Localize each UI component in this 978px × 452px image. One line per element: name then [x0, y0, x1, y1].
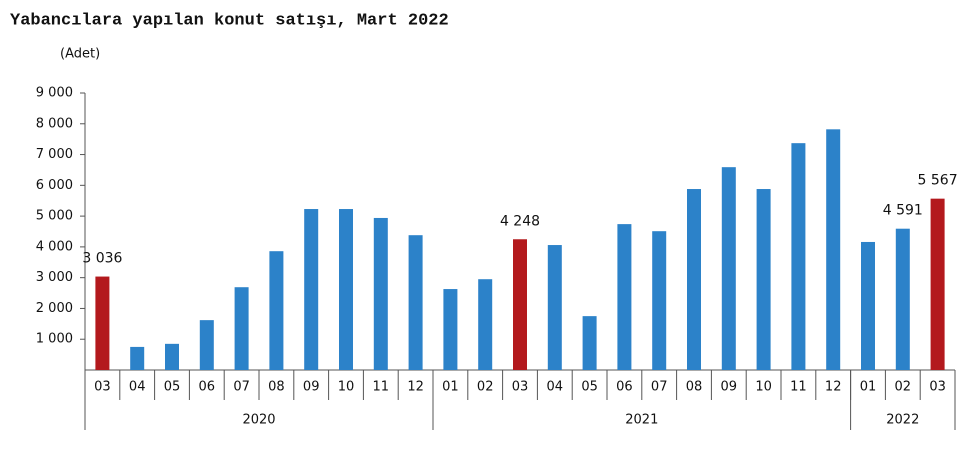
x-tick-label: 03: [929, 380, 946, 395]
x-tick-label: 08: [268, 380, 285, 395]
x-tick-label: 12: [407, 380, 424, 395]
x-tick-label: 10: [338, 380, 355, 395]
x-tick-label: 05: [164, 380, 181, 395]
x-tick-label: 12: [825, 380, 842, 395]
x-tick-label: 07: [651, 380, 668, 395]
bar: [304, 209, 319, 370]
bar: [791, 143, 806, 370]
bar: [339, 209, 353, 370]
x-tick-label: 03: [512, 380, 529, 395]
bar: [165, 343, 179, 370]
group-label: 2022: [886, 413, 919, 428]
group-label: 2020: [242, 413, 275, 428]
x-tick-label: 08: [686, 380, 703, 395]
value-label: 4 248: [500, 213, 540, 229]
bar: [861, 241, 875, 370]
value-label: 4 591: [883, 203, 923, 219]
bar: [895, 228, 910, 370]
x-tick-label: 01: [860, 380, 877, 395]
x-tick-label: 06: [616, 380, 633, 395]
x-tick-label: 11: [790, 380, 807, 395]
y-axis-label: (Adet): [60, 47, 100, 62]
y-tick-label: 4 000: [36, 239, 73, 254]
y-tick-label: 7 000: [36, 147, 73, 162]
x-tick-label: 02: [477, 380, 494, 395]
bar: [130, 346, 145, 370]
bar: [373, 217, 388, 370]
bar: [652, 231, 667, 370]
x-tick-label: 10: [755, 380, 772, 395]
chart-title: Yabancılara yapılan konut satışı, Mart 2…: [10, 11, 449, 30]
bar: [547, 245, 562, 370]
x-tick-label: 09: [721, 380, 738, 395]
bar: [721, 167, 736, 370]
y-tick-label: 2 000: [36, 301, 73, 316]
x-tick-label: 05: [581, 380, 598, 395]
x-tick-label: 02: [895, 380, 912, 395]
bar: [617, 224, 632, 370]
x-tick-label: 04: [129, 380, 146, 395]
y-tick-label: 3 000: [36, 270, 73, 285]
x-tick-label: 03: [94, 380, 111, 395]
bar: [95, 276, 110, 370]
value-label: 3 036: [82, 251, 122, 267]
x-tick-label: 01: [442, 380, 459, 395]
x-tick-label: 09: [303, 380, 320, 395]
bar: [687, 189, 701, 370]
bar: [234, 287, 249, 370]
bar: [269, 251, 284, 370]
value-label: 5 567: [918, 173, 958, 189]
bar: [826, 129, 841, 370]
y-tick-label: 5 000: [36, 209, 73, 224]
bar: [513, 239, 527, 370]
bar: [443, 289, 458, 370]
bar: [756, 189, 771, 370]
x-tick-label: 04: [547, 380, 564, 395]
bar: [478, 279, 493, 370]
y-tick-label: 9 000: [36, 86, 73, 101]
x-tick-label: 11: [373, 380, 390, 395]
bar: [930, 198, 945, 370]
x-tick-label: 07: [233, 380, 250, 395]
bar: [408, 235, 423, 370]
bar: [199, 320, 214, 370]
y-tick-label: 6 000: [36, 178, 73, 193]
y-tick-label: 8 000: [36, 116, 73, 131]
group-label: 2021: [625, 413, 658, 428]
bar: [582, 316, 597, 370]
y-tick-label: 1 000: [36, 332, 73, 347]
x-tick-label: 06: [199, 380, 216, 395]
